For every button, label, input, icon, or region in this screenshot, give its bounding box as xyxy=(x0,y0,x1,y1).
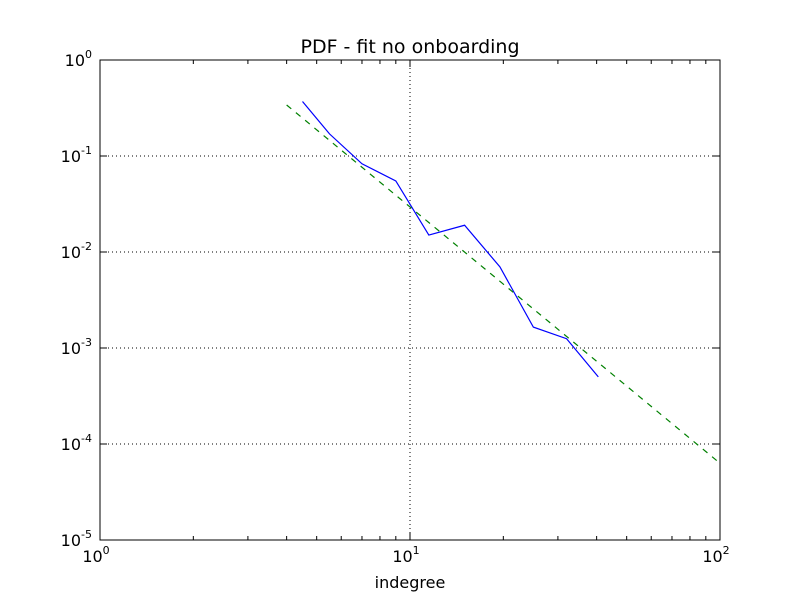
y-tick-label: 10-1 xyxy=(61,144,92,166)
series-1-line xyxy=(286,104,721,464)
x-tick-label: 101 xyxy=(392,544,419,566)
y-tick-label: 10-4 xyxy=(61,432,92,454)
chart-title: PDF - fit no onboarding xyxy=(300,36,519,58)
y-tick-label: 100 xyxy=(65,48,92,70)
y-tick-label: 10-2 xyxy=(61,240,92,262)
grid-lines xyxy=(100,60,720,540)
y-tick-label: 10-5 xyxy=(61,528,92,550)
x-tick-label: 100 xyxy=(82,544,109,566)
y-tick-label: 10-3 xyxy=(61,336,92,358)
tick-marks xyxy=(99,59,721,541)
x-axis-label: indegree xyxy=(375,573,446,592)
series-0-line xyxy=(302,101,599,378)
tick-labels: 100 101 102 100 10-1 10-2 10-3 10-4 10-5 xyxy=(61,48,730,566)
x-tick-label: 102 xyxy=(702,544,729,566)
series-layer xyxy=(286,101,721,464)
